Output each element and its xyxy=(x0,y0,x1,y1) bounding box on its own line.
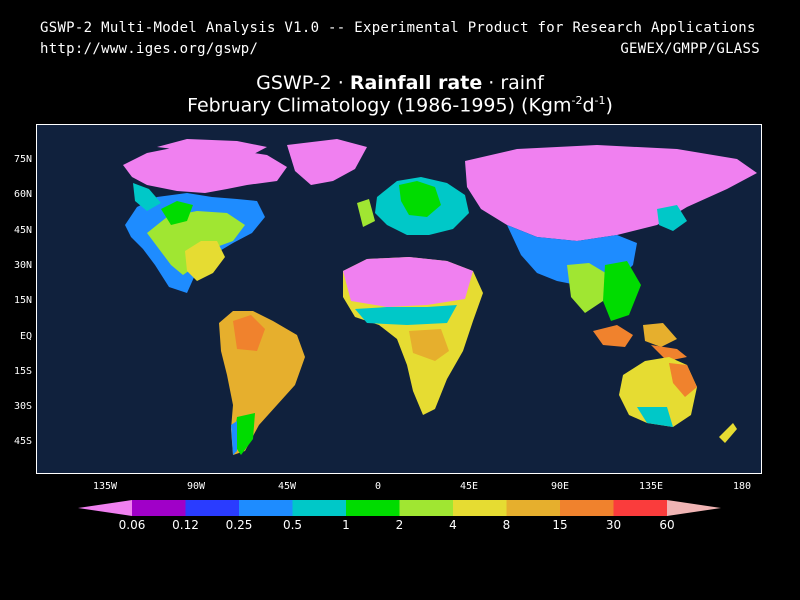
australia xyxy=(619,357,697,427)
map-subtitle: February Climatology (1986-1995) (Kgm-2d… xyxy=(187,94,613,117)
colorbar-segment xyxy=(560,500,614,516)
lon-label: 45W xyxy=(277,481,297,492)
colorbar-label: 1 xyxy=(342,518,350,532)
lon-label: 45E xyxy=(459,481,479,492)
colorbar-label: 30 xyxy=(605,518,622,532)
header-credit: GEWEX/GMPP/GLASS xyxy=(620,41,760,57)
colorbar-label: 4 xyxy=(449,518,457,532)
lat-label: 75N xyxy=(13,154,32,165)
lat-label: 60N xyxy=(13,189,32,201)
rainfall-map-graphic xyxy=(123,139,757,455)
colorbar xyxy=(78,500,721,516)
colorbar-label: 8 xyxy=(502,518,511,532)
colorbar-segment xyxy=(667,500,721,516)
europe xyxy=(357,177,469,235)
colorbar-segment xyxy=(613,500,668,516)
colorbar-label: 0.25 xyxy=(225,518,253,532)
map-title: GSWP-2 · Rainfall rate · rainf xyxy=(256,72,544,94)
header-line: GSWP-2 Multi-Model Analysis V1.0 -- Expe… xyxy=(40,20,756,36)
colorbar-segment xyxy=(453,500,507,516)
greenland xyxy=(287,139,367,185)
lon-label: 135W xyxy=(92,481,118,492)
colorbar-segment xyxy=(185,500,240,516)
lon-label: 90E xyxy=(550,481,570,492)
colorbar-segment xyxy=(239,500,293,516)
header-url: http://www.iges.org/gswp/ xyxy=(40,41,259,57)
colorbar-label: 2 xyxy=(395,518,404,532)
asia xyxy=(465,145,757,321)
colorbar-segment xyxy=(292,500,347,516)
colorbar-label: 15 xyxy=(552,518,568,532)
colorbar-segment xyxy=(78,500,132,516)
colorbar-label: 60 xyxy=(659,518,675,532)
colorbar-segment xyxy=(399,500,454,516)
lon-label: 135E xyxy=(638,481,664,492)
maritime-asia xyxy=(593,323,687,361)
lat-label: 30S xyxy=(13,401,32,413)
africa xyxy=(343,257,483,415)
world-map xyxy=(36,124,762,474)
south-america xyxy=(219,311,305,455)
colorbar-label: 0.5 xyxy=(282,518,303,532)
north-america xyxy=(123,139,287,293)
lat-label: EQ xyxy=(19,330,32,342)
colorbar-label: 0.06 xyxy=(118,518,146,532)
lon-label: 180 xyxy=(732,481,752,492)
lon-label: 0 xyxy=(374,481,382,492)
colorbar-label: 0.12 xyxy=(172,518,199,532)
lat-label: 15N xyxy=(13,295,32,307)
lon-label: 90W xyxy=(186,481,206,492)
lat-label: 30N xyxy=(13,259,32,271)
lat-label: 45N xyxy=(13,224,32,236)
lat-label: 15S xyxy=(13,365,32,377)
colorbar-segment xyxy=(506,500,561,516)
new-zealand xyxy=(719,423,737,443)
lat-label: 45S xyxy=(13,436,32,448)
colorbar-segment xyxy=(132,500,186,516)
colorbar-segment xyxy=(346,500,400,516)
